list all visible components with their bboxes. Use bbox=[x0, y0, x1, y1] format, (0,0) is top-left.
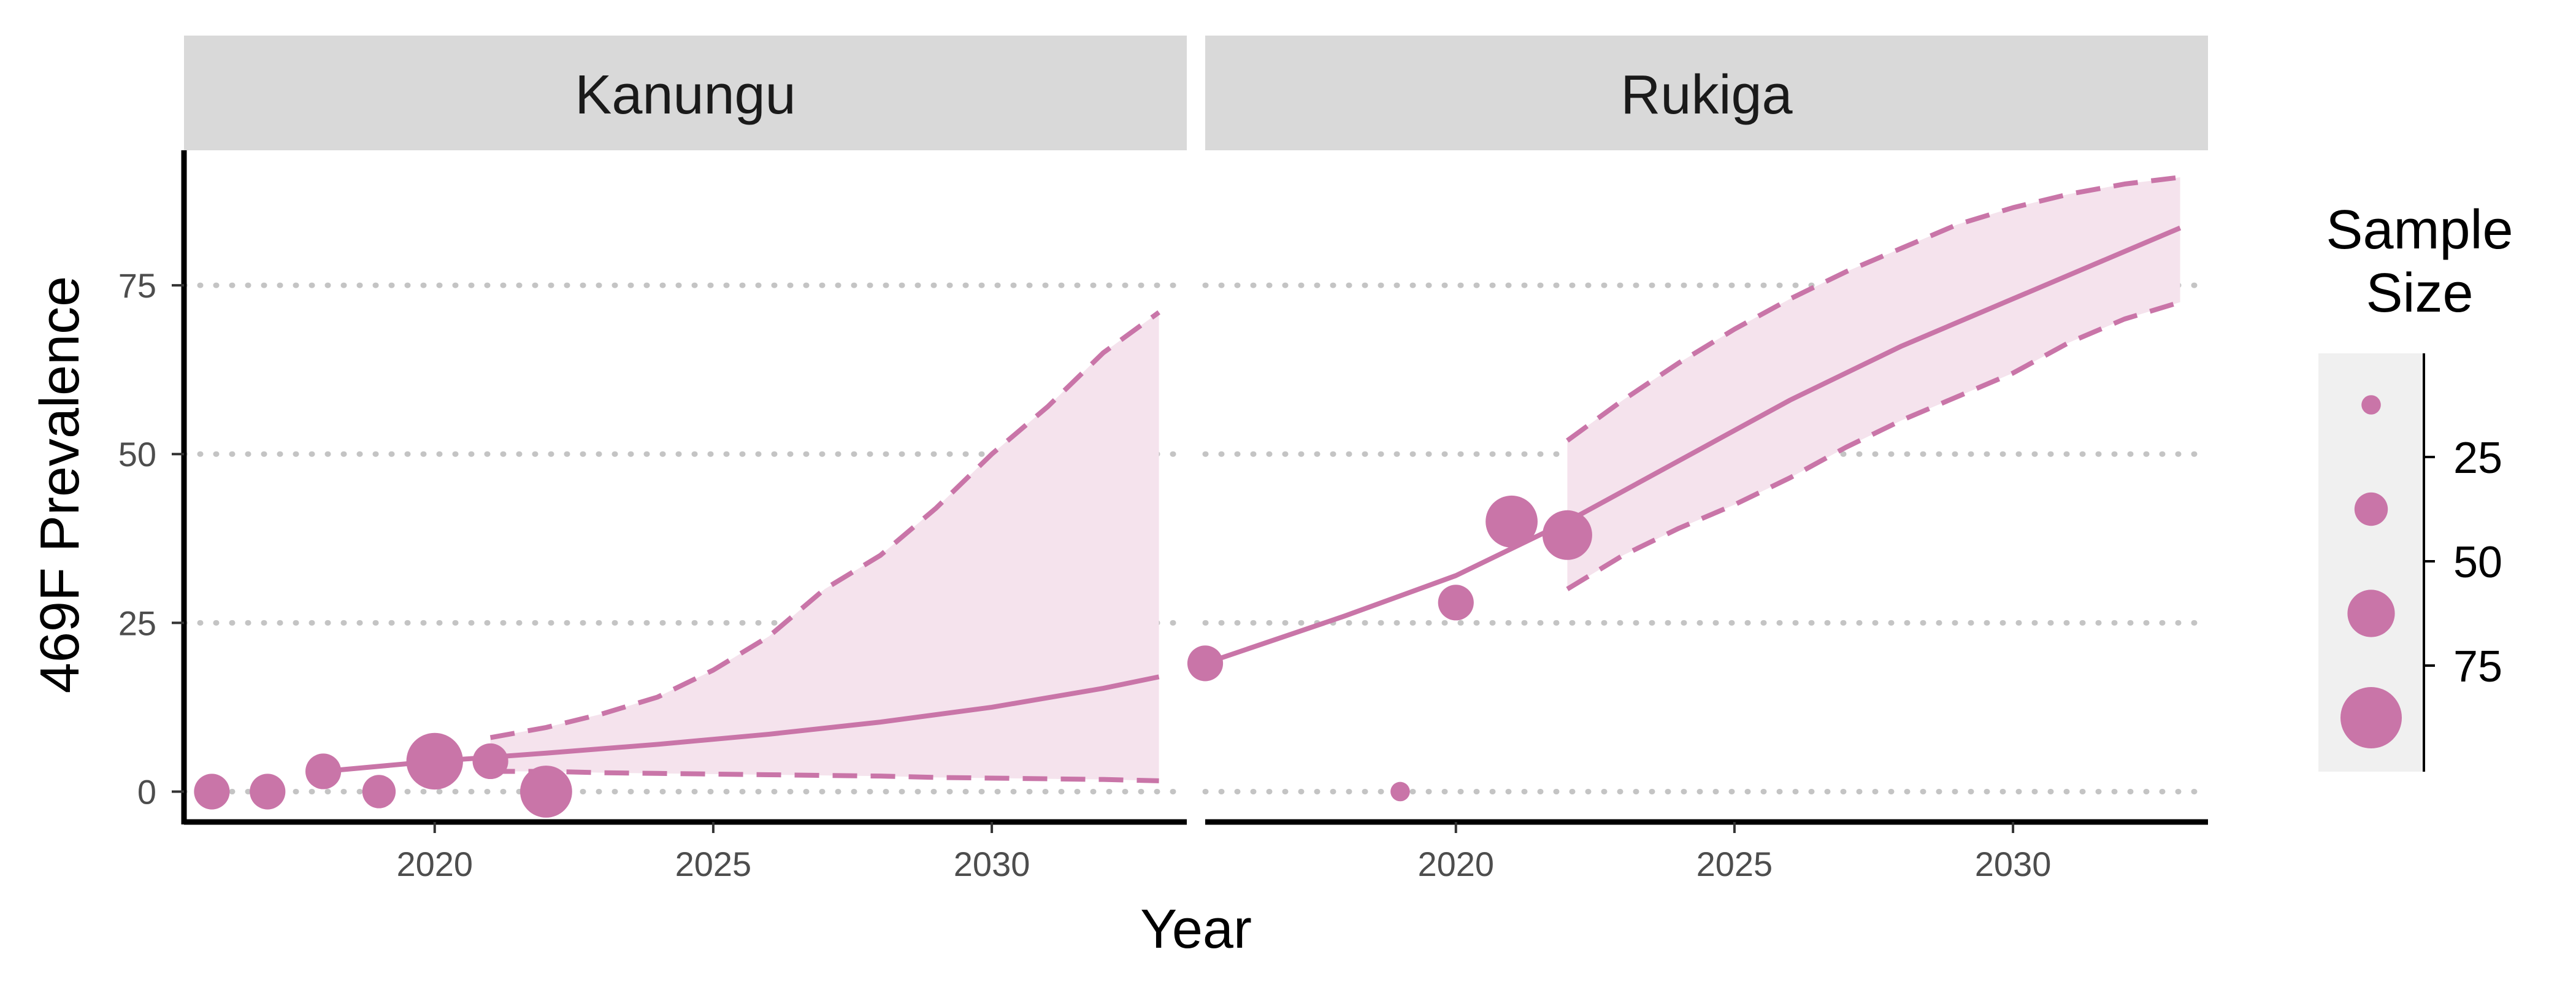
legend-items: 25 50 75 bbox=[2340, 395, 2502, 748]
x-tick-label: 2025 bbox=[1696, 845, 1773, 883]
legend-label: 50 bbox=[2453, 538, 2502, 587]
trend-line bbox=[323, 674, 1160, 774]
facet-panels: Kanungu 0 25 50 75 2020 2025 2030 Rukiga 2020 2025… bbox=[118, 36, 2211, 883]
data-point bbox=[1187, 645, 1224, 682]
legend-label: 25 bbox=[2453, 434, 2502, 483]
y-tick-label: 25 bbox=[118, 604, 156, 642]
facet-strip bbox=[1205, 36, 2208, 150]
legend-label: 75 bbox=[2453, 642, 2502, 691]
confidence-ribbon bbox=[490, 312, 1159, 781]
legend-key-circle bbox=[2347, 590, 2395, 637]
facet-strip-label: Rukiga bbox=[1620, 64, 1793, 126]
data-point bbox=[1390, 782, 1410, 802]
data-point bbox=[1438, 585, 1474, 621]
y-axis-title: 469F Prevalence bbox=[29, 276, 91, 693]
facet-strip bbox=[184, 36, 1187, 150]
x-tick-label: 2030 bbox=[954, 845, 1030, 883]
x-tick-label: 2030 bbox=[1975, 845, 2052, 883]
x-axis-title: Year bbox=[1140, 899, 1252, 960]
data-point bbox=[194, 774, 230, 810]
legend-key-circle bbox=[2354, 492, 2388, 526]
legend-title-line1: Sample bbox=[2326, 199, 2513, 261]
legend-key-circle bbox=[2340, 687, 2402, 748]
data-point bbox=[1485, 495, 1538, 548]
data-point bbox=[250, 774, 286, 810]
panel-rukiga: Rukiga 2020 2025 2030 bbox=[1187, 36, 2211, 883]
x-tick-label: 2020 bbox=[1417, 845, 1494, 883]
y-tick-label: 50 bbox=[118, 435, 156, 474]
data-point bbox=[520, 766, 572, 818]
trend-line bbox=[1204, 225, 2182, 666]
ribbon-lower-bound bbox=[1566, 299, 2181, 591]
data-point bbox=[362, 775, 396, 808]
data-point bbox=[406, 732, 463, 790]
data-point bbox=[305, 753, 342, 789]
legend-title-line2: Size bbox=[2366, 263, 2473, 324]
facet-strip-label: Kanungu bbox=[575, 64, 795, 126]
legend-key-circle bbox=[2361, 395, 2381, 415]
confidence-ribbon bbox=[1567, 177, 2180, 590]
x-tick-label: 2025 bbox=[675, 845, 752, 883]
data-point bbox=[1542, 510, 1592, 560]
ribbon-upper-bound bbox=[489, 310, 1160, 740]
data-point bbox=[472, 743, 508, 780]
sample-size-legend: Sample Size 25 50 75 bbox=[2318, 199, 2513, 772]
y-tick-label: 75 bbox=[118, 266, 156, 305]
x-tick-label: 2020 bbox=[396, 845, 473, 883]
panel-kanungu: Kanungu 0 25 50 75 2020 2025 2030 bbox=[118, 36, 1190, 883]
y-tick-label: 0 bbox=[137, 772, 156, 811]
ribbon-upper-bound bbox=[1566, 175, 2181, 443]
